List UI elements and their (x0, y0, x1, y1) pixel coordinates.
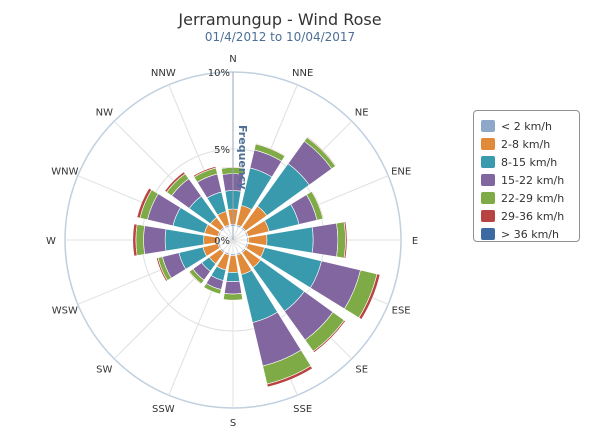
legend-label: < 2 km/h (501, 119, 552, 133)
legend-swatch (481, 174, 495, 186)
bar-WSW-29-36 km/h[interactable] (156, 257, 168, 282)
bar-S-22-29 km/h[interactable] (223, 292, 243, 301)
bar-SE-29-36 km/h[interactable] (312, 319, 346, 353)
direction-label-SSW: SSW (152, 404, 175, 415)
direction-label-NNE: NNE (292, 68, 313, 79)
legend-swatch (481, 192, 495, 204)
bar-ENE-29-36 km/h[interactable] (311, 190, 325, 220)
direction-label-SE: SE (355, 365, 368, 376)
bar-N-29-36 km/h[interactable] (220, 166, 246, 169)
legend: < 2 km/h 2-8 km/h 8-15 km/h 15-22 km/h 22-29… (473, 110, 580, 242)
legend-swatch (481, 120, 495, 132)
bar-S-15-22 km/h[interactable] (223, 280, 243, 295)
legend-item[interactable]: 22-29 km/h (481, 189, 579, 207)
radial-tick-label: 10% (208, 68, 230, 79)
direction-label-E: E (412, 236, 418, 247)
chart-title: Jerramungup - Wind Rose (178, 10, 382, 29)
legend-label: 15-22 km/h (501, 173, 565, 187)
legend-label: > 36 km/h (501, 227, 559, 241)
direction-label-W: W (46, 236, 56, 247)
direction-label-ESE: ESE (392, 306, 411, 317)
bar-E-29-36 km/h[interactable] (343, 221, 348, 259)
legend-item[interactable]: 29-36 km/h (481, 207, 579, 225)
legend-label: 22-29 km/h (501, 191, 565, 205)
legend-label: 8-15 km/h (501, 155, 558, 169)
legend-item[interactable]: < 2 km/h (481, 117, 579, 135)
legend-item[interactable]: 15-22 km/h (481, 171, 579, 189)
bar-E-2-8 km/h[interactable] (247, 234, 268, 246)
direction-label-NW: NW (96, 107, 113, 118)
bar-NNW-29-36 km/h[interactable] (192, 166, 217, 178)
legend-label: 2-8 km/h (501, 137, 551, 151)
bar-W-15-22 km/h[interactable] (143, 225, 167, 255)
bar-SSE-29-36 km/h[interactable] (266, 365, 313, 388)
bar-W-22-29 km/h[interactable] (135, 224, 146, 256)
direction-label-NE: NE (355, 107, 369, 118)
direction-label-WSW: WSW (52, 306, 78, 317)
radial-tick-label: 5% (214, 145, 230, 156)
bar-NW-29-36 km/h[interactable] (164, 171, 186, 193)
bar-NE-29-36 km/h[interactable] (306, 136, 337, 167)
bar-S-8-15 km/h[interactable] (225, 271, 241, 283)
radial-tick-label: 0% (214, 236, 230, 247)
bar-S-2-8 km/h[interactable] (227, 254, 239, 273)
direction-label-S: S (230, 418, 236, 429)
legend-swatch (481, 156, 495, 168)
direction-label-SW: SW (96, 365, 112, 376)
legend-item[interactable]: 2-8 km/h (481, 135, 579, 153)
bar-WNW-29-36 km/h[interactable] (136, 187, 153, 219)
chart-subtitle: 01/4/2012 to 10/04/2017 (204, 30, 356, 44)
legend-item[interactable]: > 36 km/h (481, 225, 579, 243)
legend-label: 29-36 km/h (501, 209, 565, 223)
bar-SSW-22-29 km/h[interactable] (203, 282, 222, 295)
direction-label-SSE: SSE (293, 404, 312, 415)
legend-swatch (481, 210, 495, 222)
bar-E-8-15 km/h[interactable] (266, 226, 314, 254)
bar-NNE-29-36 km/h[interactable] (255, 142, 286, 157)
direction-label-NNW: NNW (151, 68, 176, 79)
legend-swatch (481, 138, 495, 150)
direction-label-ENE: ENE (391, 166, 411, 177)
bar-E-22-29 km/h[interactable] (336, 221, 346, 259)
bar-W-8-15 km/h[interactable] (164, 228, 205, 252)
direction-label-WNW: WNW (51, 166, 78, 177)
legend-swatch (481, 228, 495, 240)
bar-SW-29-36 km/h[interactable] (188, 271, 202, 285)
bar-ESE-29-36 km/h[interactable] (358, 273, 381, 320)
bar-E-15-22 km/h[interactable] (311, 222, 339, 258)
bar-W-29-36 km/h[interactable] (132, 223, 138, 257)
direction-label-N: N (229, 54, 236, 65)
bars (132, 136, 381, 388)
radial-axis-title: Frequency (236, 125, 249, 189)
legend-item[interactable]: 8-15 km/h (481, 153, 579, 171)
